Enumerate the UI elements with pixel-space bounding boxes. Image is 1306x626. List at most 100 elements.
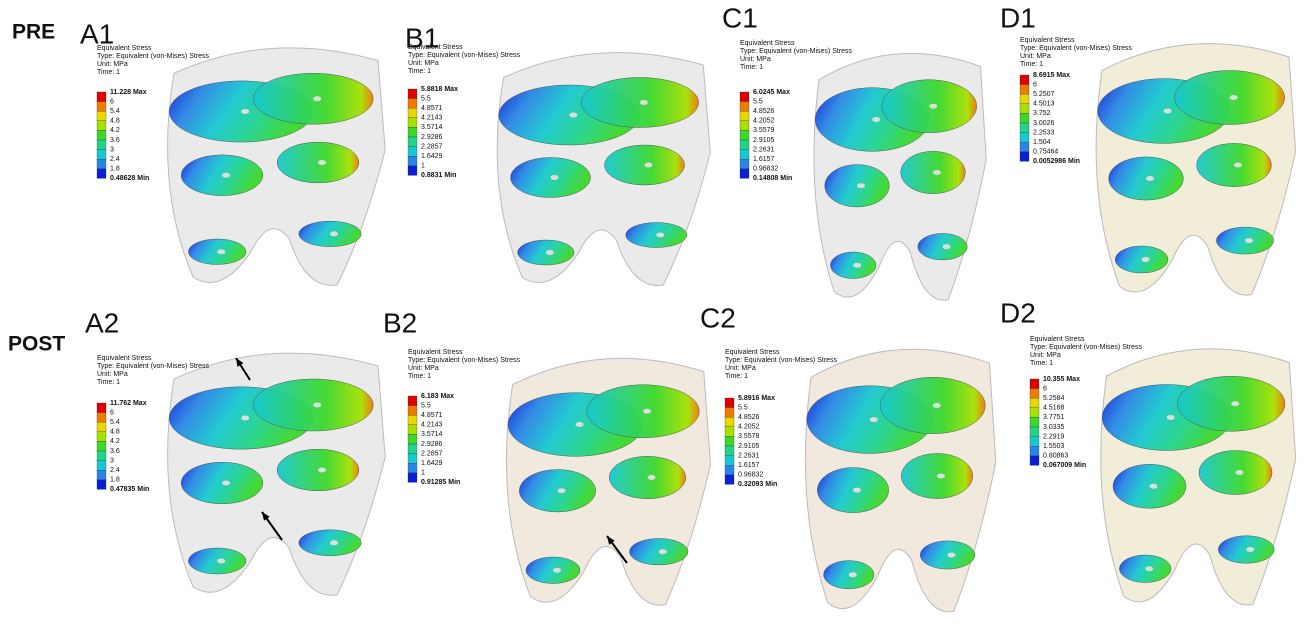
colorbar-label: 5.2507	[1033, 91, 1055, 98]
canal-hole	[853, 488, 861, 493]
colorbar-band	[740, 130, 749, 140]
colorbar-label: 1.504	[1033, 139, 1051, 146]
colorbar-label: 2.4	[110, 467, 120, 474]
canal-hole	[546, 250, 554, 255]
colorbar-label: 4.8526	[753, 108, 775, 115]
colorbar-label: 6	[1033, 81, 1037, 88]
legend-text: Unit: MPa	[97, 61, 128, 68]
colorbar-band	[408, 425, 417, 435]
colorbar-label: 6.183 Max	[421, 393, 454, 400]
legend-text: Equivalent Stress	[97, 45, 152, 52]
colorbar-band	[97, 461, 106, 471]
colorbar-label: 5.4	[110, 108, 120, 115]
canal-hole	[1245, 238, 1253, 243]
canal-hole	[551, 175, 559, 180]
colorbar-band	[97, 92, 106, 102]
colorbar-band	[1020, 142, 1029, 152]
panel-label: C1	[722, 2, 758, 33]
colorbar-band	[740, 121, 749, 131]
colorbar-band	[408, 454, 417, 464]
colorbar-label: 10.355 Max	[1043, 376, 1080, 383]
legend-text: Equivalent Stress	[408, 44, 463, 51]
colorbar-band	[1030, 456, 1039, 466]
canal-hole	[857, 183, 865, 188]
colorbar-label: 5.8916 Max	[738, 395, 775, 402]
canal-hole	[853, 263, 861, 268]
canal-hole	[870, 417, 878, 422]
legend-text: Equivalent Stress	[725, 349, 780, 356]
colorbar-label: 3.7751	[1043, 414, 1065, 421]
colorbar-label: 0.067009 Min	[1043, 462, 1086, 469]
colorbar-band	[97, 159, 106, 169]
colorbar-band	[97, 111, 106, 121]
canal-hole	[929, 104, 937, 109]
colorbar-label: 2.9105	[738, 443, 760, 450]
colorbar-label: 8.6915 Max	[1033, 72, 1070, 79]
legend-text: Equivalent Stress	[740, 40, 795, 47]
canal-hole	[640, 100, 648, 105]
legend-text: Equivalent Stress	[408, 349, 463, 356]
panel-label: D1	[1000, 2, 1036, 33]
colorbar-label: 5.5	[421, 95, 431, 102]
colorbar-band	[725, 427, 734, 437]
canal-hole	[645, 163, 653, 168]
panel-label: C2	[700, 302, 736, 333]
canal-hole	[217, 249, 225, 254]
colorbar-label: 6.0245 Max	[753, 89, 790, 96]
colorbar-band	[725, 398, 734, 408]
colorbar-label: 5.2584	[1043, 395, 1065, 402]
colorbar-band	[97, 130, 106, 140]
colorbar-label: 0.8831 Min	[421, 172, 456, 179]
legend-text: Type: Equivalent (von-Mises) Stress	[97, 53, 210, 60]
colorbar-label: 3.5714	[421, 124, 443, 131]
colorbar-label: 4.8	[110, 118, 120, 125]
legend-text: Type: Equivalent (von-Mises) Stress	[97, 363, 210, 370]
canal-hole	[948, 552, 956, 557]
legend-text: Type: Equivalent (von-Mises) Stress	[1030, 344, 1143, 351]
colorbar-band	[1020, 113, 1029, 123]
legend-text: Time: 1	[740, 64, 763, 71]
colorbar-label: 1.8	[110, 166, 120, 173]
canal-hole	[656, 233, 664, 238]
colorbar-label: 6	[110, 409, 114, 416]
canal-hole	[659, 549, 667, 554]
colorbar-band	[725, 417, 734, 427]
colorbar-label: 3	[110, 457, 114, 464]
colorbar-band	[408, 108, 417, 118]
colorbar-band	[408, 166, 417, 176]
legend-text: Unit: MPa	[1020, 53, 1051, 60]
legend-text: Unit: MPa	[740, 56, 771, 63]
colorbar-label: 0.32093 Min	[738, 481, 777, 488]
colorbar-label: 11.762 Max	[110, 400, 147, 407]
canal-hole	[1230, 95, 1238, 100]
colorbar-label: 5.5	[753, 98, 763, 105]
colorbar-band	[1020, 104, 1029, 114]
legend-text: Type: Equivalent (von-Mises) Stress	[408, 357, 521, 364]
colorbar-label: 3.5578	[738, 433, 760, 440]
legend-text: Type: Equivalent (von-Mises) Stress	[1020, 45, 1133, 52]
colorbar-band	[408, 406, 417, 416]
legend-text: Time: 1	[408, 68, 431, 75]
colorbar-label: 2.9286	[421, 441, 443, 448]
colorbar-band	[408, 156, 417, 166]
colorbar-label: 4.8571	[421, 412, 443, 419]
legend-text: Unit: MPa	[408, 365, 439, 372]
colorbar-label: 2.2857	[421, 143, 443, 150]
colorbar-band	[408, 99, 417, 109]
colorbar-band	[1030, 437, 1039, 447]
colorbar-label: 3.752	[1033, 110, 1051, 117]
canal-hole	[241, 416, 249, 421]
colorbar-label: 3	[110, 146, 114, 153]
colorbar-band	[1030, 417, 1039, 427]
colorbar-label: 4.2	[110, 127, 120, 134]
colorbar-label: 0.47835 Min	[110, 486, 149, 493]
colorbar-band	[97, 480, 106, 490]
colorbar-band	[408, 415, 417, 425]
colorbar-band	[1030, 398, 1039, 408]
colorbar-label: 2.4	[110, 156, 120, 163]
canal-hole	[1246, 547, 1254, 552]
colorbar-label: 2.2533	[1033, 129, 1055, 136]
canal-hole	[222, 481, 230, 486]
colorbar-band	[1020, 85, 1029, 95]
